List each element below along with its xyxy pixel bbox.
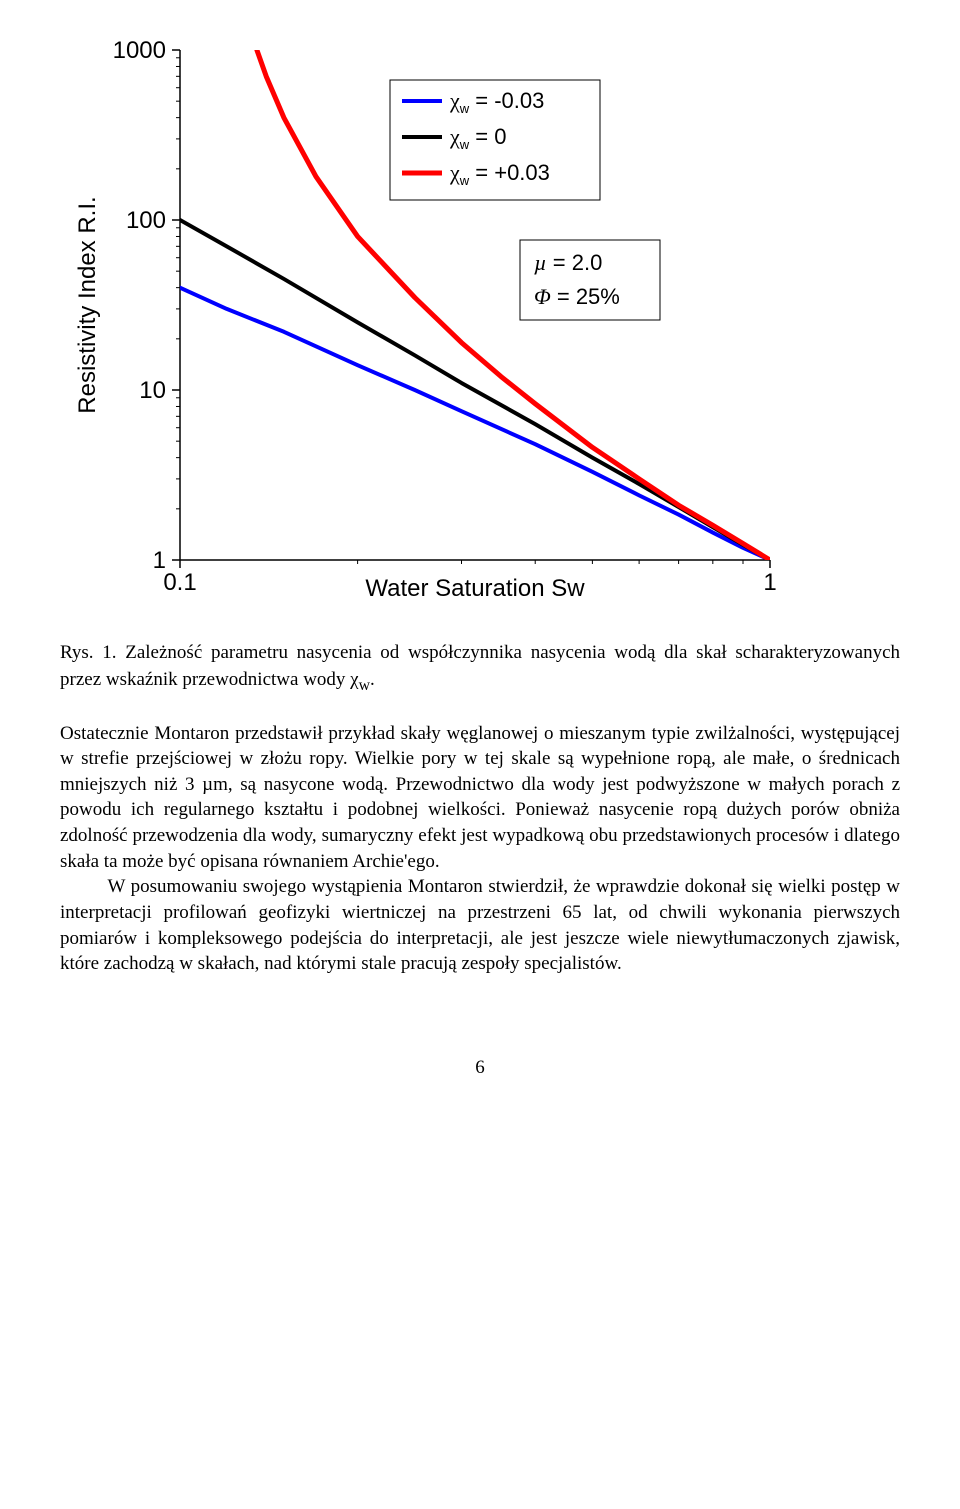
svg-text:0.1: 0.1 (163, 569, 196, 596)
svg-text:1: 1 (763, 569, 776, 596)
svg-text:Φ = 25%: Φ = 25% (534, 284, 620, 309)
chart-svg: 11010010000.11Water Saturation SwResisti… (60, 40, 790, 610)
body-text: Ostatecznie Montaron przedstawił przykła… (60, 721, 900, 977)
resistivity-chart: 11010010000.11Water Saturation SwResisti… (60, 40, 790, 610)
svg-text:Water Saturation Sw: Water Saturation Sw (365, 575, 585, 602)
svg-text:10: 10 (139, 377, 166, 404)
svg-text:100: 100 (126, 207, 166, 234)
caption-sym: χ (350, 669, 358, 690)
svg-text:µ = 2.0: µ = 2.0 (534, 250, 602, 275)
caption-text: Zależność parametru nasycenia od współcz… (60, 642, 900, 690)
svg-text:Resistivity Index R.I.: Resistivity Index R.I. (74, 196, 101, 413)
svg-text:1000: 1000 (113, 40, 166, 64)
paragraph-2: W posumowaniu swojego wystąpienia Montar… (60, 874, 900, 977)
caption-suffix: . (370, 669, 375, 690)
paragraph-1: Ostatecznie Montaron przedstawił przykła… (60, 721, 900, 875)
caption-prefix: Rys. 1. (60, 642, 125, 663)
figure-caption: Rys. 1. Zależność parametru nasycenia od… (60, 640, 900, 697)
caption-sub: w (359, 676, 370, 693)
svg-text:χw = 0: χw = 0 (449, 124, 506, 152)
page-number: 6 (60, 1057, 900, 1079)
